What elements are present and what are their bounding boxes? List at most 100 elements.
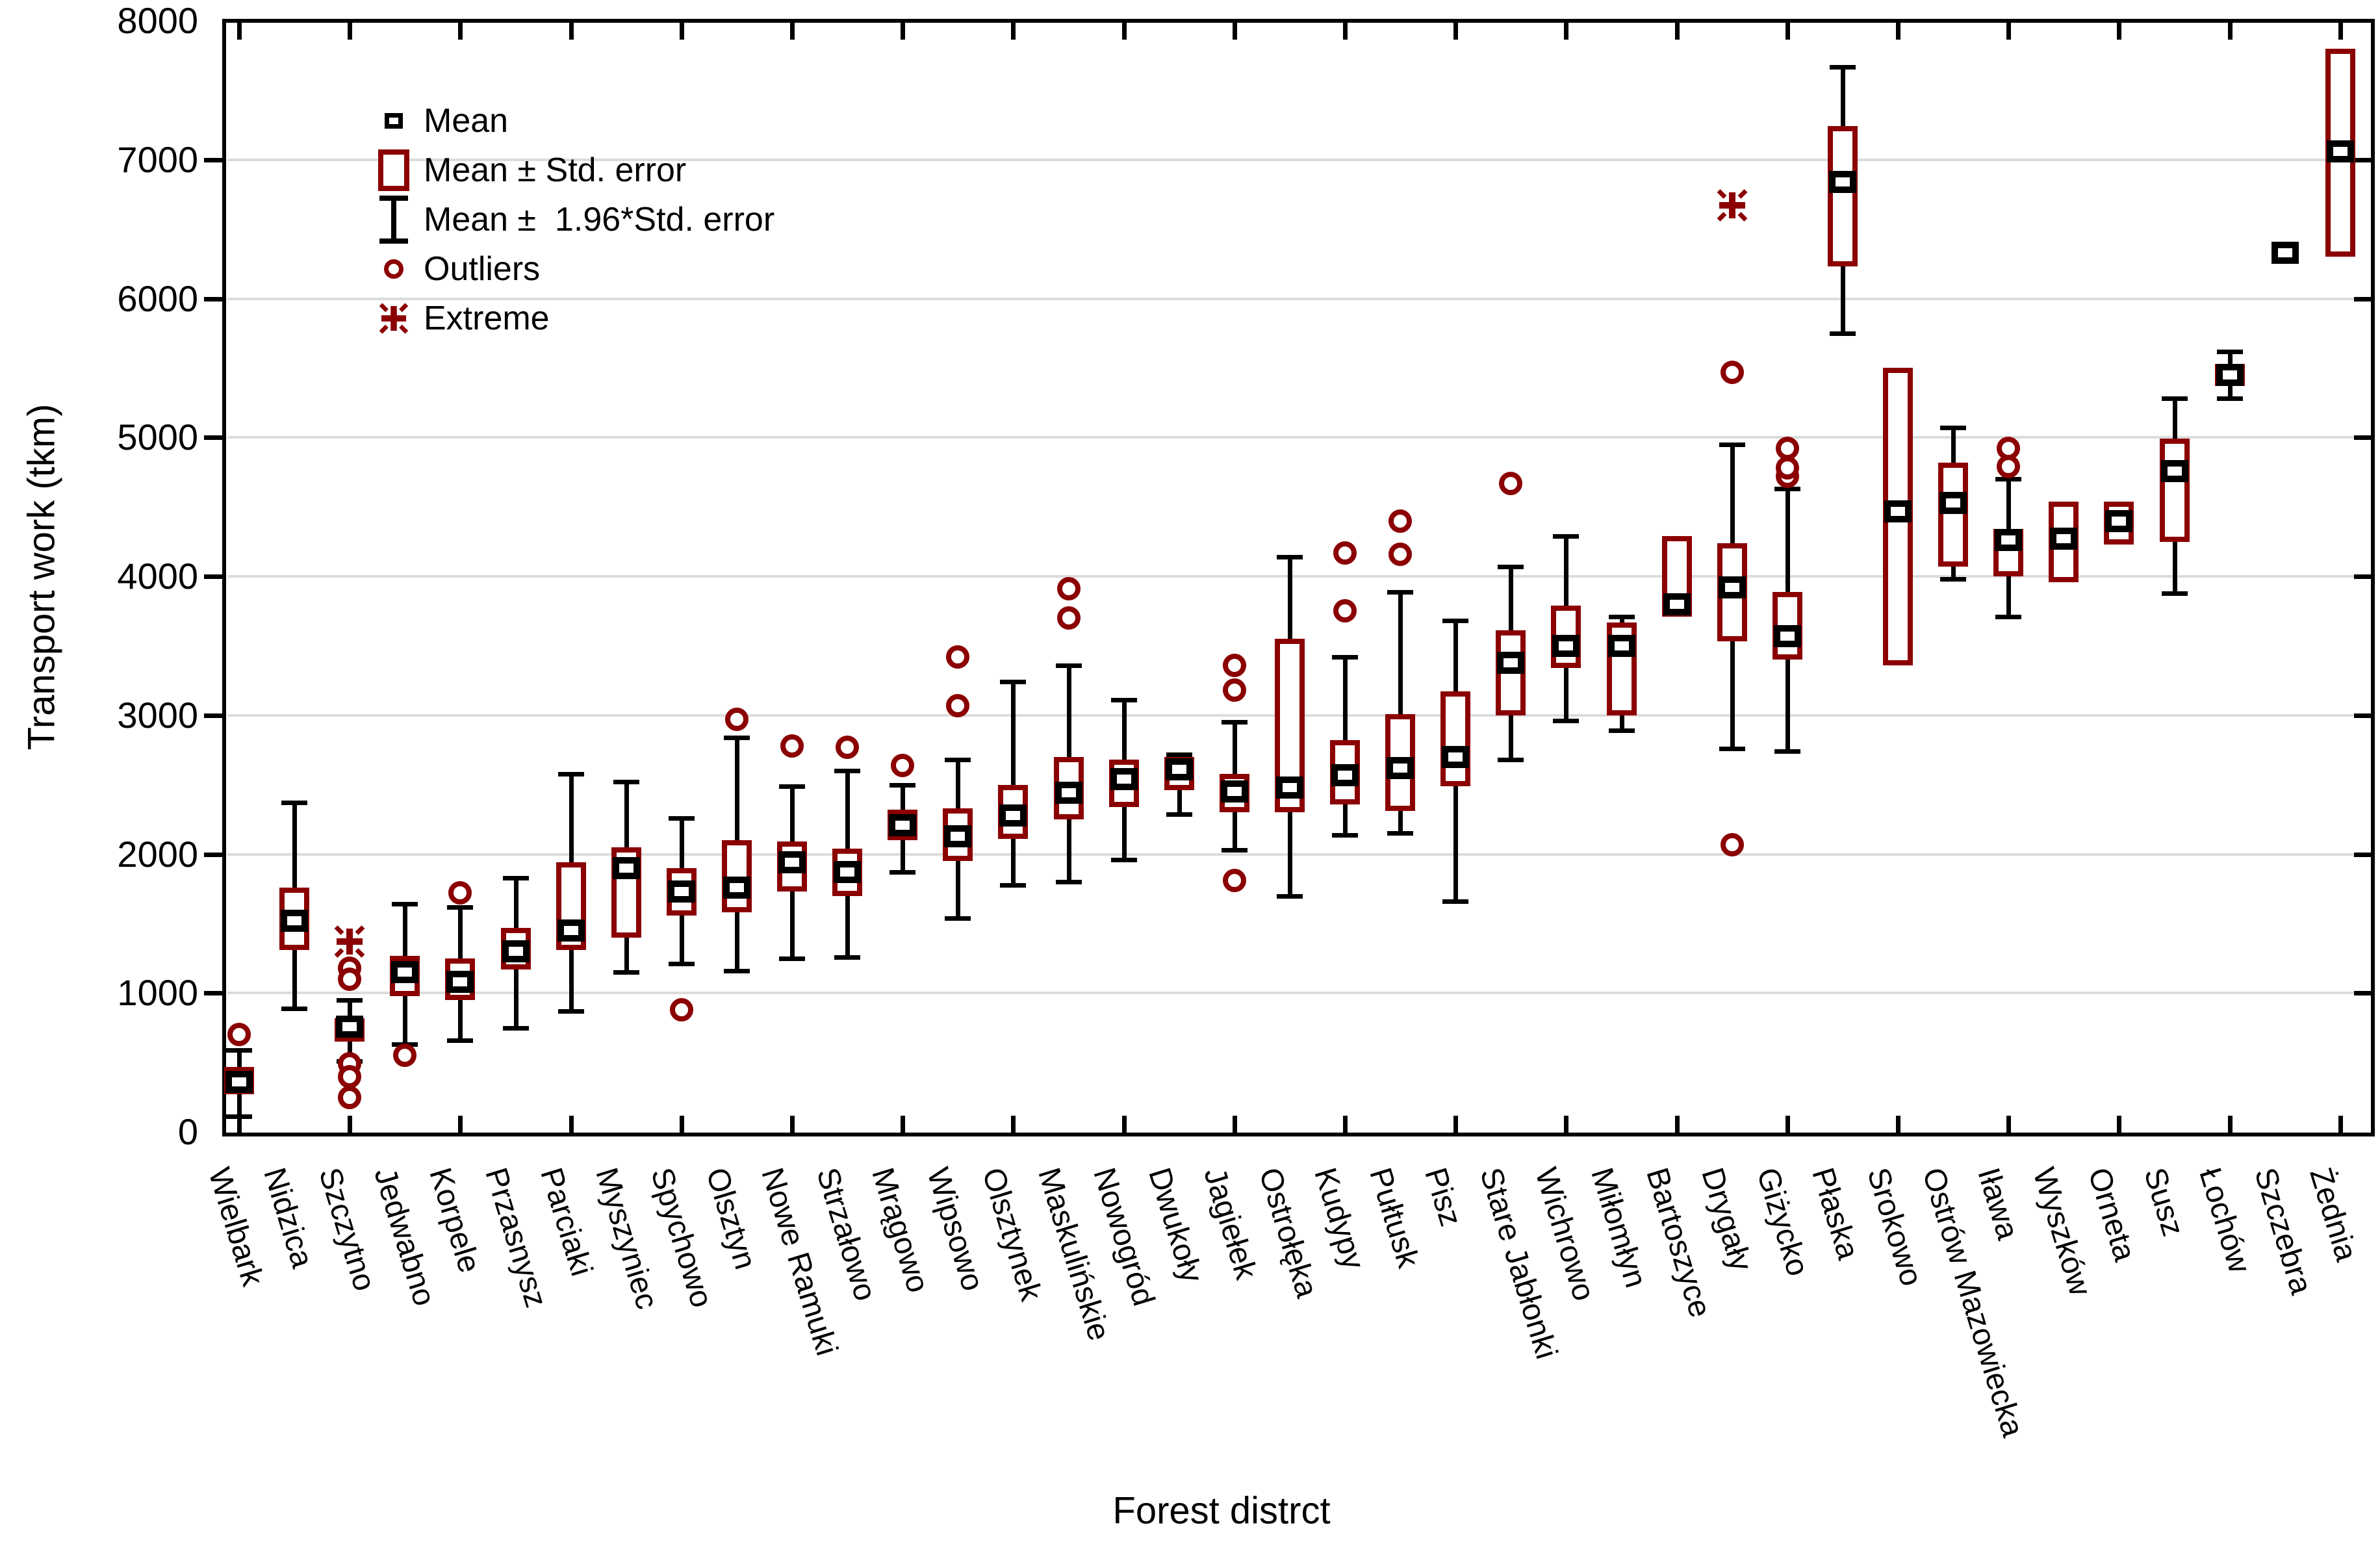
outlier-circle xyxy=(1775,437,1799,461)
whisker-cap-top xyxy=(447,905,474,910)
whisker-cap-bottom xyxy=(834,955,861,960)
y-tick-right-6000 xyxy=(2354,296,2371,302)
outlier-circle xyxy=(1056,606,1081,630)
legend-label-outliers: Outliers xyxy=(424,250,541,288)
y-tick-label-3000: 3000 xyxy=(117,694,198,736)
x-tick-top-8 xyxy=(679,23,684,40)
y-tick-left-1000 xyxy=(204,991,222,996)
whisker-cap-top xyxy=(668,815,695,821)
outlier-circle xyxy=(1333,599,1357,623)
district-label-Miłomłyn: Miłomłyn xyxy=(1583,1164,1653,1292)
x-tick-bottom-32 xyxy=(2006,1116,2012,1133)
x-tick-top-4 xyxy=(458,23,463,40)
outlier-circle xyxy=(946,693,970,717)
mean-square xyxy=(1995,529,2023,552)
mean-square xyxy=(2326,140,2354,162)
mean-square-icon xyxy=(385,113,403,129)
district-label-Żednia: Żednia xyxy=(2302,1164,2364,1265)
x-tick-bottom-18 xyxy=(1232,1116,1237,1133)
y-tick-right-3000 xyxy=(2354,713,2371,718)
whisker-cap-bottom xyxy=(557,1009,584,1014)
outlier-circle xyxy=(1499,471,1523,495)
outlier-circle xyxy=(338,1085,362,1109)
y-tick-right-2000 xyxy=(2354,852,2371,857)
x-tick-bottom-34 xyxy=(2117,1116,2122,1133)
district-label-Kudypy: Kudypy xyxy=(1307,1164,1371,1274)
district-label-Olsztyn: Olsztyn xyxy=(699,1164,763,1274)
whisker-cap-bottom xyxy=(1995,614,2022,619)
x-tick-top-32 xyxy=(2006,23,2012,40)
x-tick-top-12 xyxy=(901,23,906,40)
whisker-cap-bottom xyxy=(613,970,639,975)
legend: Mean Mean ± Std. error Mean ± 1.96*Std. … xyxy=(364,96,774,343)
whisker-cap-top xyxy=(502,875,529,880)
x-tick-top-20 xyxy=(1343,23,1348,40)
district-label-Płaska: Płaska xyxy=(1805,1164,1865,1264)
y-tick-label-4000: 4000 xyxy=(117,556,198,597)
whisker-cap-top xyxy=(1995,477,2022,482)
mean-square xyxy=(1552,634,1580,657)
whisker-cap-top xyxy=(1774,487,1800,492)
whisker-cap-top xyxy=(2161,396,2188,402)
whisker-cap-bottom xyxy=(226,1114,252,1120)
x-tick-top-36 xyxy=(2227,23,2233,40)
x-tick-bottom-38 xyxy=(2338,1116,2343,1133)
mean-square xyxy=(834,861,862,884)
x-tick-bottom-0 xyxy=(237,1116,242,1133)
y-tick-left-2000 xyxy=(204,852,222,857)
whisker-cap-top xyxy=(1055,663,1082,668)
whisker-cap-bottom xyxy=(1829,331,1856,336)
whisker-cap-bottom xyxy=(779,956,805,961)
district-label-Parciaki: Parciaki xyxy=(533,1164,599,1280)
x-tick-bottom-14 xyxy=(1011,1116,1016,1133)
whisker-cap-bottom xyxy=(1608,728,1635,734)
whisker-cap-bottom xyxy=(1498,758,1524,763)
outlier-circle xyxy=(1997,437,2021,461)
extreme-asterisk-icon xyxy=(379,303,409,334)
x-tick-bottom-2 xyxy=(348,1116,353,1133)
district-label-Nidzica: Nidzica xyxy=(257,1164,320,1272)
whisker-cap-bottom xyxy=(1387,831,1414,836)
mean-square xyxy=(889,814,917,836)
outlier-circle xyxy=(836,735,860,759)
x-tick-bottom-4 xyxy=(458,1116,463,1133)
x-tick-bottom-10 xyxy=(790,1116,795,1133)
x-tick-bottom-22 xyxy=(1453,1116,1459,1133)
x-tick-top-38 xyxy=(2338,23,2343,40)
whisker-cap-bottom xyxy=(945,916,971,921)
whisker-cap-top xyxy=(1829,64,1856,70)
y-tick-right-5000 xyxy=(2354,435,2371,441)
outlier-circle xyxy=(1222,678,1246,702)
x-tick-top-14 xyxy=(1011,23,1016,40)
plot-frame xyxy=(222,19,2375,1136)
whisker-cap-bottom xyxy=(1940,577,1967,582)
legend-label-std-error: Mean ± Std. error xyxy=(424,151,687,189)
whisker-cap-top xyxy=(1553,534,1580,539)
outlier-circle xyxy=(891,753,915,777)
mean-square xyxy=(612,856,640,879)
outlier-circle xyxy=(724,708,749,732)
x-tick-top-6 xyxy=(569,23,574,40)
whisker-cap-top xyxy=(337,997,363,1003)
mean-square xyxy=(2160,459,2188,482)
x-tick-top-0 xyxy=(237,23,242,40)
x-tick-bottom-12 xyxy=(901,1116,906,1133)
std-error-box xyxy=(1440,691,1471,786)
outlier-circle xyxy=(1222,653,1246,677)
whisker-cap-bottom xyxy=(1166,812,1192,817)
whisker-cap-top xyxy=(613,780,639,785)
ci-whisker-icon xyxy=(379,196,408,244)
x-tick-top-22 xyxy=(1453,23,1459,40)
y-tick-left-5000 xyxy=(204,435,222,441)
mean-square xyxy=(2050,528,2078,550)
mean-square xyxy=(999,804,1027,827)
outlier-circle xyxy=(1720,832,1744,856)
y-tick-label-5000: 5000 xyxy=(117,417,198,458)
x-tick-bottom-24 xyxy=(1564,1116,1569,1133)
whisker-cap-top xyxy=(392,902,418,907)
district-label-Iława: Iława xyxy=(1971,1164,2025,1244)
mean-square xyxy=(557,919,585,942)
x-axis-title: Forest distrct xyxy=(1112,1489,1331,1532)
gridline-2000 xyxy=(227,853,2371,856)
mean-square xyxy=(1331,764,1359,786)
